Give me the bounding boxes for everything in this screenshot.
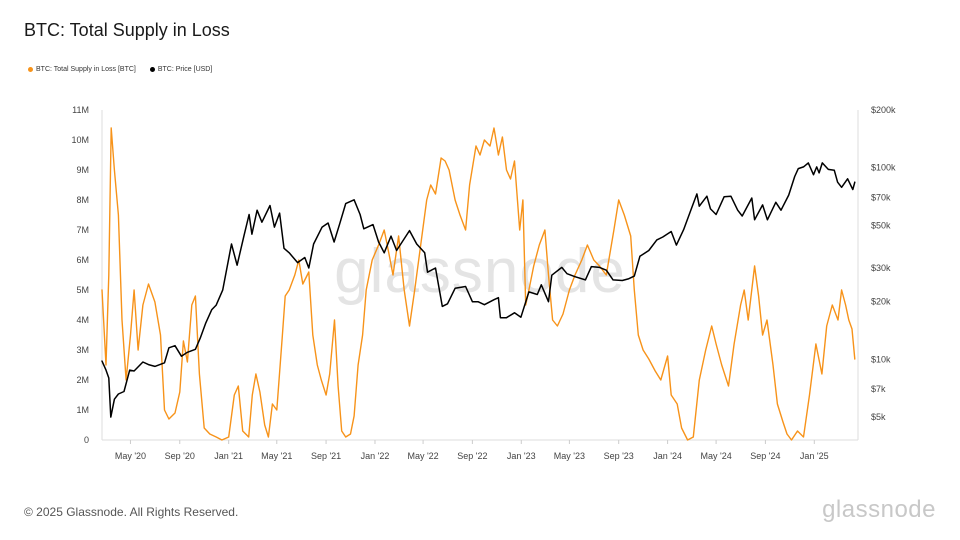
y-right-tick-label: $30k (871, 263, 891, 273)
y-left-tick-label: 4M (76, 315, 89, 325)
legend-item-supply-in-loss[interactable]: BTC: Total Supply in Loss [BTC] (28, 66, 136, 73)
x-tick-label: May '21 (261, 451, 292, 461)
chart-legend: BTC: Total Supply in Loss [BTC] BTC: Pri… (28, 66, 212, 73)
legend-label-price: BTC: Price [USD] (157, 66, 213, 73)
left-y-axis: 0 1M 2M 3M 4M 5M 6M 7M 8M 9M 10M 11M (71, 105, 89, 445)
y-right-tick-label: $200k (871, 105, 896, 115)
glassnode-logo: glassnode (822, 496, 936, 523)
y-left-tick-label: 9M (76, 165, 89, 175)
x-tick-label: Jan '25 (800, 451, 829, 461)
legend-swatch-price (149, 67, 155, 72)
x-tick-label: May '20 (115, 451, 146, 461)
y-left-tick-label: 6M (76, 255, 89, 265)
x-tick-label: May '22 (407, 451, 438, 461)
copyright-footer: © 2025 Glassnode. All Rights Reserved. (24, 505, 239, 519)
x-tick-label: May '24 (700, 451, 731, 461)
y-right-tick-label: $5k (871, 412, 886, 422)
x-tick-label: Sep '24 (750, 451, 780, 461)
y-left-tick-label: 2M (76, 375, 89, 385)
y-right-tick-label: $7k (871, 384, 886, 394)
legend-item-price[interactable]: BTC: Price [USD] (149, 66, 213, 73)
y-left-tick-label: 0 (84, 435, 89, 445)
y-right-tick-label: $100k (871, 163, 896, 173)
page-title: BTC: Total Supply in Loss (24, 20, 230, 40)
y-left-tick-label: 1M (76, 405, 89, 415)
series-line-supply-in-loss (101, 127, 856, 441)
x-tick-label: Jan '23 (507, 451, 536, 461)
y-left-tick-label: 5M (76, 285, 89, 295)
right-y-axis: $5k $7k $10k $20k $30k $50k $70k $100k $200k (871, 105, 896, 422)
legend-label-supply-in-loss: BTC: Total Supply in Loss [BTC] (36, 66, 136, 73)
y-right-tick-label: $20k (871, 297, 891, 307)
x-tick-label: Sep '21 (311, 451, 341, 461)
y-left-tick-label: 3M (76, 345, 89, 355)
y-left-tick-label: 10M (71, 135, 89, 145)
series-line-price (101, 162, 856, 418)
x-tick-label: Jan '22 (361, 451, 390, 461)
x-tick-label: Jan '24 (653, 451, 682, 461)
legend-swatch-supply-in-loss (28, 67, 33, 72)
x-axis: May '20 Sep '20 Jan '21 May '21 Sep '21 Jan '… (115, 440, 829, 461)
series-layer (101, 127, 856, 441)
y-left-tick-label: 7M (76, 225, 89, 235)
y-left-tick-label: 11M (72, 105, 89, 115)
x-tick-label: May '23 (554, 451, 585, 461)
x-tick-label: Jan '21 (214, 451, 243, 461)
y-right-tick-label: $10k (871, 354, 891, 364)
x-tick-label: Sep '23 (604, 451, 634, 461)
y-left-tick-label: 8M (76, 195, 89, 205)
y-right-tick-label: $50k (871, 220, 891, 230)
x-tick-label: Sep '20 (165, 451, 195, 461)
y-right-tick-label: $70k (871, 192, 891, 202)
x-tick-label: Sep '22 (457, 451, 487, 461)
